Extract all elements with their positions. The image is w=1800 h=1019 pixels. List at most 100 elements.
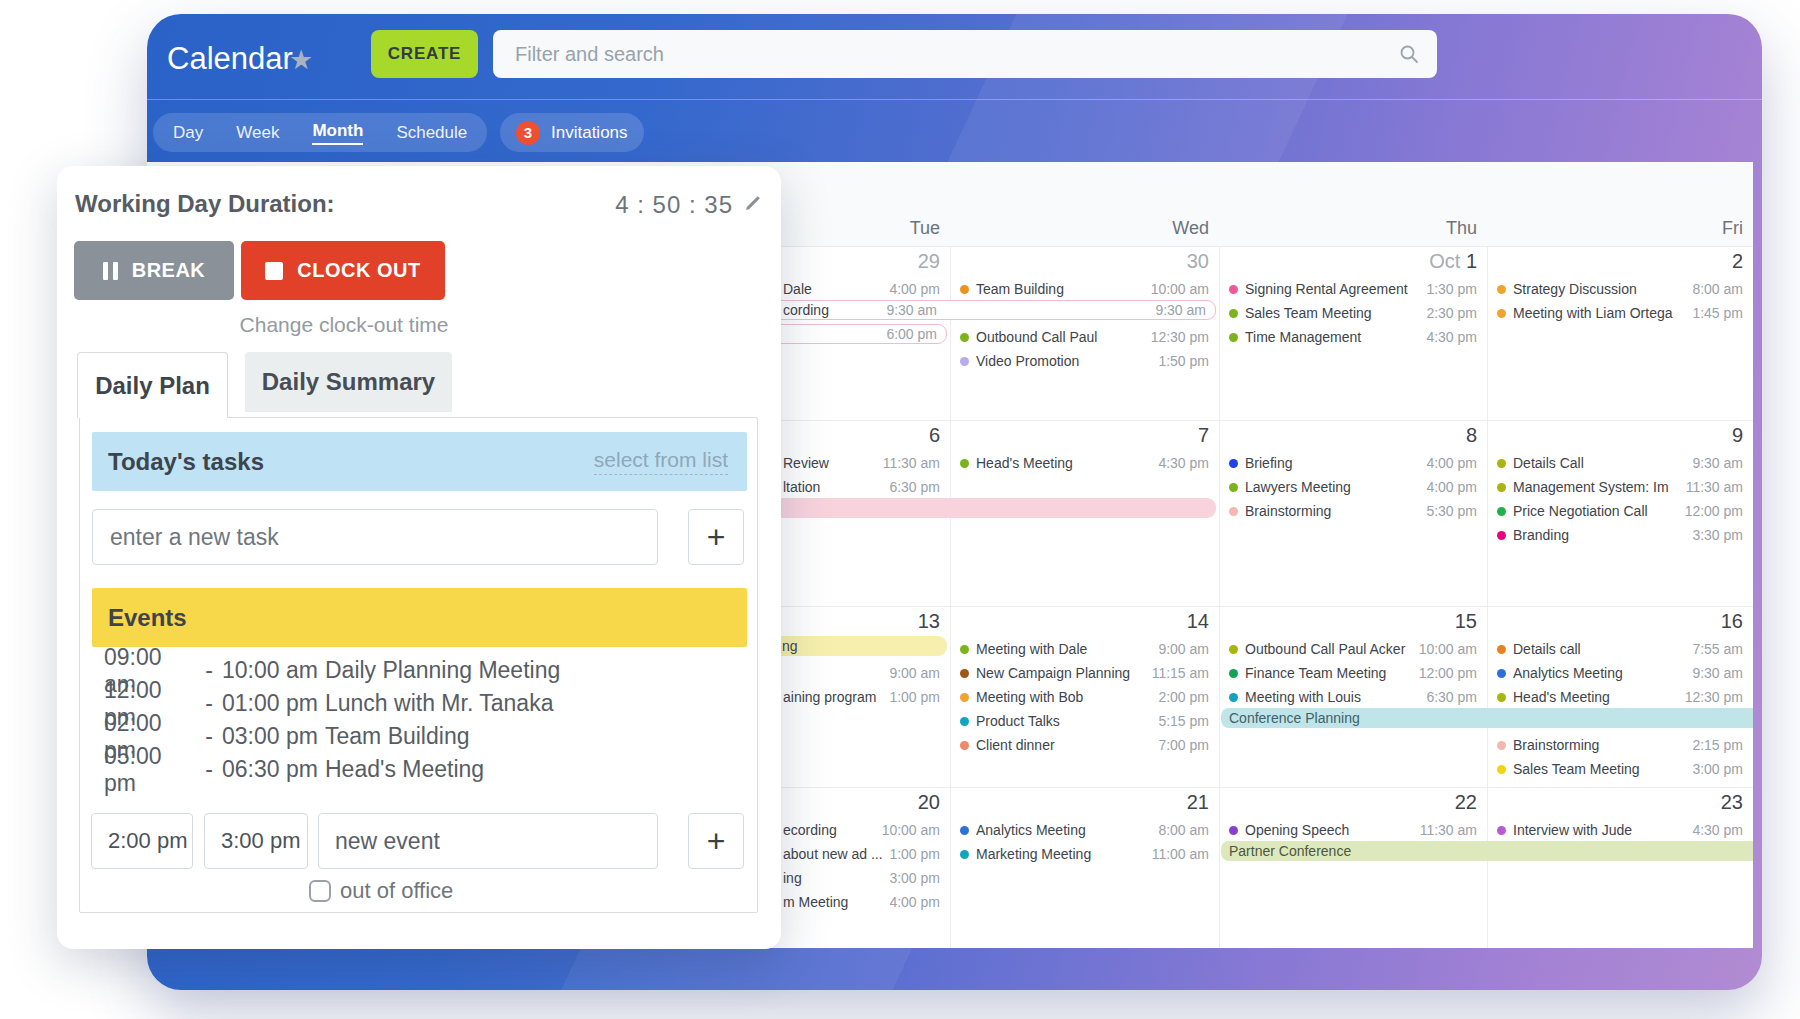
event-color-dot (1229, 459, 1238, 468)
calendar-event[interactable]: Analytics Meeting9:30 am (1488, 661, 1743, 685)
calendar-day-cell[interactable]: 22 Opening Speech11:30 am (1219, 788, 1487, 948)
cell-date: Oct 1 (1220, 250, 1477, 274)
cell-date: 8 (1220, 424, 1477, 448)
event-color-dot (960, 693, 969, 702)
calendar-event[interactable]: Outbound Call Paul Acker10:00 am (1220, 637, 1477, 661)
event-name: Strategy Discussion (1513, 281, 1687, 297)
new-task-input[interactable]: enter a new task (92, 509, 658, 565)
calendar-event[interactable]: Analytics Meeting8:00 am (951, 818, 1209, 842)
event-time: 9:00 am (1158, 641, 1209, 657)
daily-plan-content: Today's tasks select from list enter a n… (79, 417, 758, 913)
panel-event-text: 05:00 pm (104, 743, 196, 797)
calendar-day-cell[interactable]: 2Strategy Discussion8:00 amMeeting with … (1487, 247, 1753, 420)
add-event-button[interactable]: + (688, 813, 744, 869)
calendar-event[interactable]: Interview with Jude4:30 pm (1488, 818, 1743, 842)
event-color-dot (1229, 507, 1238, 516)
event-time: 12:30 pm (1685, 689, 1743, 705)
calendar-event[interactable]: Head's Meeting4:30 pm (951, 451, 1209, 475)
event-color-dot (1497, 483, 1506, 492)
cell-date: 23 (1488, 791, 1743, 815)
calendar-event[interactable]: Meeting with Liam Ortega1:45 pm (1488, 301, 1743, 325)
new-event-name-input[interactable]: new event (318, 813, 658, 869)
calendar-event[interactable]: Video Promotion1:50 pm (951, 349, 1209, 373)
select-from-list-link[interactable]: select from list (594, 448, 728, 475)
panel-event-text: Team Building (319, 723, 469, 750)
calendar-day-cell[interactable]: Oct 1 Signing Rental Agreement1:30 pmSale… (1219, 247, 1487, 420)
calendar-day-cell[interactable]: 14 Meeting with Dale9:00 amNew Campaign P… (950, 607, 1219, 787)
calendar-day-cell[interactable]: 30Team Building10:00 amOutbound Call Pau… (950, 247, 1219, 420)
calendar-event[interactable]: Product Talks5:15 pm (951, 709, 1209, 733)
calendar-day-cell[interactable]: 15Outbound Call Paul Acker10:00 amFinanc… (1219, 607, 1487, 787)
calendar-event[interactable]: Details Call9:30 am (1488, 451, 1743, 475)
event-name: Team Building (976, 281, 1146, 297)
calendar-day-cell[interactable]: 23 Interview with Jude4:30 pm (1487, 788, 1753, 948)
cell-date: 22 (1220, 791, 1477, 815)
calendar-event-banner[interactable]: Conference Planning (1221, 708, 1753, 728)
panel-event-text: 03:00 pm (222, 723, 319, 750)
calendar-event[interactable]: Meeting with Bob2:00 pm (951, 685, 1209, 709)
calendar-event[interactable]: Client dinner7:00 pm (951, 733, 1209, 757)
calendar-event[interactable]: Strategy Discussion8:00 am (1488, 277, 1743, 301)
calendar-event[interactable]: Lawyers Meeting4:00 pm (1220, 475, 1477, 499)
calendar-event[interactable]: Management System: Im11:30 am (1488, 475, 1743, 499)
cell-date: 14 (951, 610, 1209, 634)
star-icon[interactable]: ★ (289, 44, 313, 76)
calendar-day-cell[interactable]: 21Analytics Meeting8:00 amMarketing Meet… (950, 788, 1219, 948)
calendar-event[interactable]: Branding3:30 pm (1488, 523, 1743, 547)
calendar-event[interactable]: Meeting with Louis6:30 pm (1220, 685, 1477, 709)
calendar-event[interactable]: Marketing Meeting11:00 am (951, 842, 1209, 866)
tab-daily-summary[interactable]: Daily Summary (245, 352, 452, 412)
view-tab-week[interactable]: Week (236, 123, 279, 143)
page: Calendar ★ CREATE Filter and search DayW… (0, 0, 1800, 1019)
invitations-pill[interactable]: 3 Invitations (500, 113, 644, 152)
out-of-office-checkbox[interactable] (309, 880, 331, 902)
calendar-day-cell[interactable]: 16 Details call7:55 amAnalytics Meeting9:… (1487, 607, 1753, 787)
event-time: 11:30 am (1686, 479, 1743, 495)
change-clock-out-link[interactable]: Change clock-out time (174, 313, 514, 337)
calendar-event[interactable]: Signing Rental Agreement1:30 pm (1220, 277, 1477, 301)
event-name: ecording (783, 822, 877, 838)
create-button[interactable]: CREATE (371, 30, 478, 78)
calendar-event[interactable]: Sales Team Meeting2:30 pm (1220, 301, 1477, 325)
calendar-event[interactable]: Details call7:55 am (1488, 637, 1743, 661)
panel-event-text: Lunch with Mr. Tanaka (319, 690, 553, 717)
calendar-event[interactable]: Head's Meeting 12:30 pm (1488, 685, 1743, 709)
edit-duration-icon[interactable] (742, 192, 764, 218)
new-event-start-input[interactable]: 2:00 pm (91, 813, 193, 869)
calendar-event[interactable]: Brainstorming5:30 pm (1220, 499, 1477, 523)
view-tab-month[interactable]: Month (312, 121, 363, 145)
calendar-event[interactable]: Opening Speech11:30 am (1220, 818, 1477, 842)
calendar-event[interactable]: Briefing4:00 pm (1220, 451, 1477, 475)
calendar-event-banner[interactable]: Partner Conference (1221, 841, 1753, 861)
calendar-event[interactable]: Time Management4:30 pm (1220, 325, 1477, 349)
clock-out-label: CLOCK OUT (297, 259, 420, 282)
event-time: 1:45 pm (1692, 305, 1743, 321)
tab-daily-plan[interactable]: Daily Plan (77, 352, 228, 418)
new-event-end-input[interactable]: 3:00 pm (204, 813, 308, 869)
event-color-dot (1497, 645, 1506, 654)
calendar-event[interactable]: Outbound Call Paul12:30 pm (951, 325, 1209, 349)
calendar-event[interactable]: New Campaign Planning11:15 am (951, 661, 1209, 685)
day-header-wed: Wed (1172, 218, 1209, 239)
clock-out-button[interactable]: CLOCK OUT (241, 241, 445, 300)
calendar-event[interactable]: Sales Team Meeting3:00 pm (1488, 757, 1743, 781)
calendar-event[interactable]: Meeting with Dale9:00 am (951, 637, 1209, 661)
calendar-day-cell[interactable]: 9Details Call9:30 amManagement System: I… (1487, 421, 1753, 606)
event-name: Marketing Meeting (976, 846, 1147, 862)
cell-date: 16 (1488, 610, 1743, 634)
view-tab-schedule[interactable]: Schedule (396, 123, 467, 143)
break-button[interactable]: BREAK (74, 241, 234, 300)
add-task-button[interactable]: + (688, 509, 744, 565)
view-tab-day[interactable]: Day (173, 123, 203, 143)
event-time: 1:00 pm (889, 689, 940, 705)
event-color-dot (1497, 459, 1506, 468)
calendar-event[interactable]: Finance Team Meeting12:00 pm (1220, 661, 1477, 685)
calendar-event[interactable]: Brainstorming2:15 pm (1488, 733, 1743, 757)
event-name: Head's Meeting (1513, 689, 1680, 705)
event-name: Meeting with Bob (976, 689, 1153, 705)
search-input[interactable]: Filter and search (493, 30, 1437, 78)
calendar-day-cell[interactable]: 8 Briefing4:00 pmLawyers Meeting4:00 pmBr… (1219, 421, 1487, 606)
event-name: Head's Meeting (976, 455, 1153, 471)
calendar-event[interactable]: Team Building10:00 am (951, 277, 1209, 301)
calendar-event[interactable]: Price Negotiation Call12:00 pm (1488, 499, 1743, 523)
